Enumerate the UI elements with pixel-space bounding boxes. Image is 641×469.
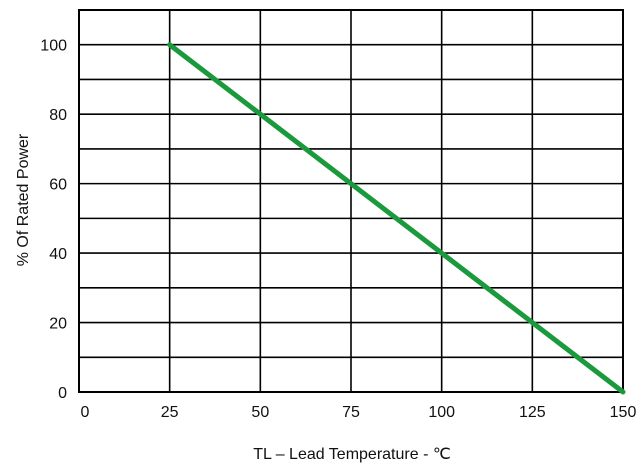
- x-tick-label: 0: [81, 404, 90, 421]
- x-axis-label: TL – Lead Temperature - ℃: [253, 446, 451, 463]
- y-tick-labels: 0 20 40 60 80 100: [40, 38, 67, 402]
- y-tick-label: 60: [49, 177, 67, 194]
- y-tick-label: 80: [49, 107, 67, 124]
- y-axis-label: % Of Rated Power: [15, 133, 32, 266]
- plot-frame: [78, 9, 624, 393]
- x-tick-label: 125: [519, 404, 546, 421]
- y-tick-label: 0: [58, 385, 67, 402]
- grid-lines: [78, 10, 624, 392]
- series-layer: [167, 42, 626, 395]
- y-tick-label: 100: [40, 38, 67, 55]
- derating-line: [167, 42, 626, 395]
- x-tick-label: 50: [251, 404, 269, 421]
- x-tick-label: 25: [161, 404, 179, 421]
- x-tick-label: 150: [610, 404, 637, 421]
- y-tick-label: 40: [49, 246, 67, 263]
- y-tick-label: 20: [49, 316, 67, 333]
- x-tick-label: 75: [342, 404, 360, 421]
- x-tick-label: 100: [428, 404, 455, 421]
- x-tick-labels: 0 25 50 75 100 125 150: [81, 404, 637, 421]
